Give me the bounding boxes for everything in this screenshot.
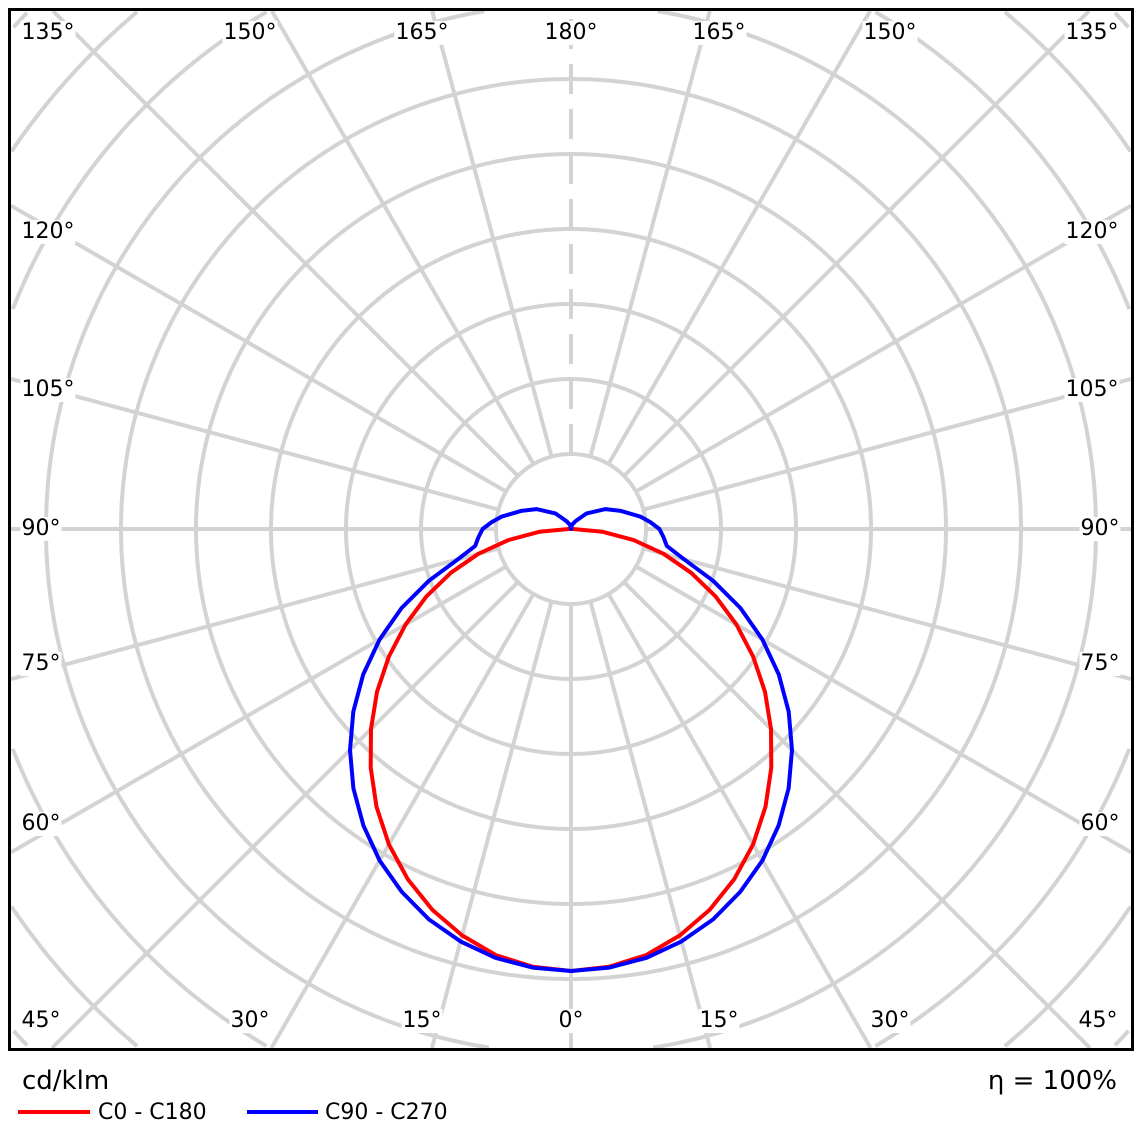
grid-spoke [606, 9, 872, 466]
angle-label: 45° [1077, 1008, 1119, 1033]
grid-ring [10, 748, 268, 1048]
angle-label: 150° [862, 20, 918, 45]
grid-ring [1113, 1029, 1130, 1047]
angle-label: 90° [20, 516, 62, 541]
angle-label: 105° [20, 377, 76, 402]
polar-grid [9, 9, 1133, 1050]
grid-ring [1003, 905, 1133, 1048]
grid-spoke [269, 592, 536, 1049]
angle-label: 135° [20, 20, 76, 45]
curves [348, 507, 794, 973]
grid-ring [10, 10, 268, 310]
angle-label: 120° [1064, 219, 1120, 244]
grid-ring [9, 10, 139, 153]
grid-ring [1003, 10, 1133, 153]
angle-label: 15° [698, 1008, 740, 1033]
angle-label: 180° [543, 20, 599, 45]
angle-label: 105° [1064, 377, 1120, 402]
grid-ring [1113, 11, 1130, 29]
angle-label: 165° [394, 20, 450, 45]
angle-label: 60° [1079, 811, 1121, 836]
angle-label: 150° [222, 20, 278, 45]
angle-label: 15° [401, 1008, 443, 1033]
angle-label: 0° [557, 1008, 585, 1033]
angle-label: 30° [869, 1008, 911, 1033]
angle-label: 30° [229, 1008, 271, 1033]
angle-label: 45° [20, 1008, 62, 1033]
grid-ring [9, 905, 139, 1048]
grid-spoke [10, 203, 508, 494]
angle-label: 75° [20, 651, 62, 676]
grid-spoke [642, 546, 1132, 681]
unit-label: cd/klm [22, 1066, 110, 1096]
grid-spoke [430, 600, 554, 1049]
legend-label-c90-c270: C90 - C270 [325, 1100, 448, 1125]
angle-label: 165° [691, 20, 747, 45]
grid-spoke [430, 10, 554, 458]
grid-spoke [606, 592, 873, 1049]
legend-swatch-c90-c270 [247, 1110, 318, 1114]
grid-spoke [588, 10, 712, 458]
grid-spoke [634, 564, 1133, 855]
grid-ring [874, 10, 1132, 310]
grid-ring [874, 748, 1132, 1048]
grid-spoke [622, 580, 1092, 1050]
grid-spoke [642, 377, 1132, 512]
angle-label: 60° [20, 811, 62, 836]
angle-label: 135° [1064, 20, 1120, 45]
angle-label: 120° [20, 219, 76, 244]
angle-label: 75° [1079, 651, 1121, 676]
grid-spoke [588, 600, 712, 1049]
grid-spoke [9, 564, 508, 855]
grid-spoke [51, 9, 520, 478]
grid-ring [12, 11, 29, 29]
series-curve-c90-c270 [348, 507, 794, 973]
legend-swatch-c0-c180 [18, 1110, 90, 1114]
angle-label: 90° [1079, 516, 1121, 541]
grid-spoke [10, 377, 500, 512]
legend-label-c0-c180: C0 - C180 [98, 1100, 207, 1125]
efficiency-label: η = 100% [987, 1066, 1117, 1096]
plot-frame [8, 8, 1134, 1051]
grid-spoke [270, 9, 536, 466]
grid-spoke [10, 546, 500, 681]
grid-spoke [634, 203, 1132, 494]
grid-spoke [50, 580, 520, 1050]
grid-ring [12, 1029, 29, 1047]
grid-spoke [622, 9, 1091, 478]
